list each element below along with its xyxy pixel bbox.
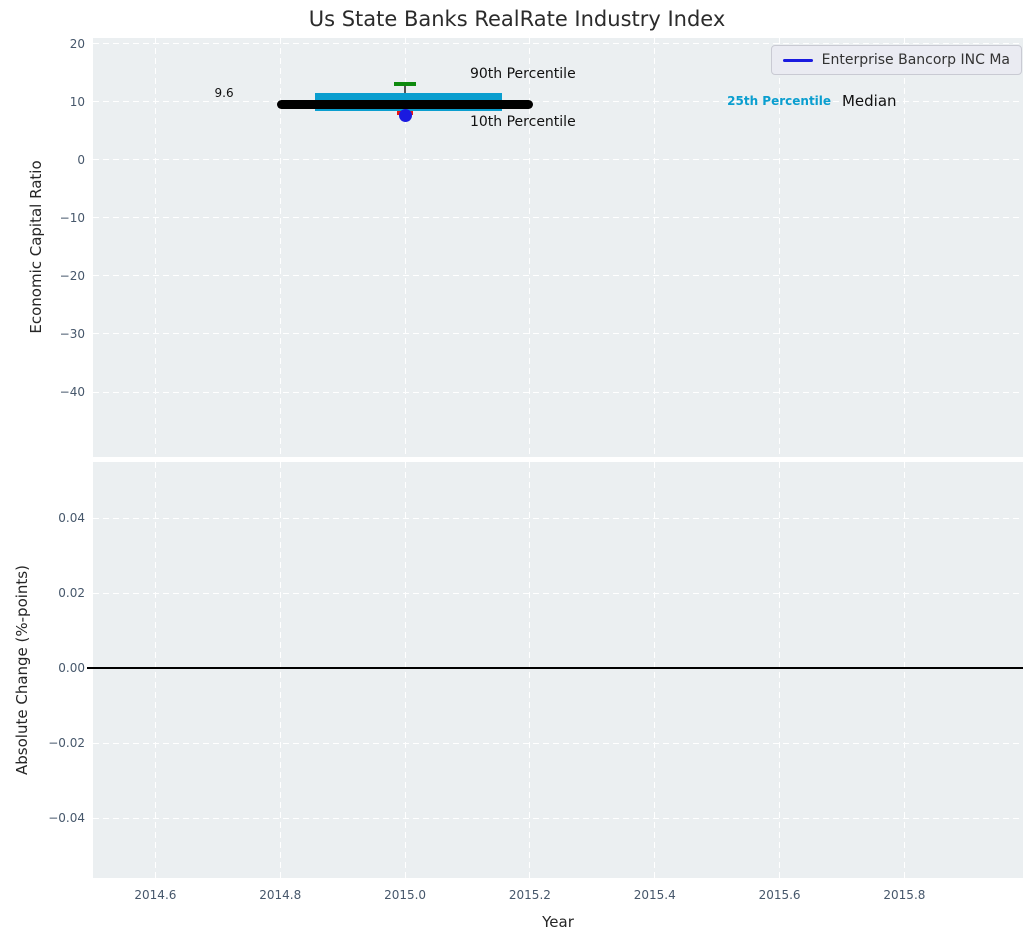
gridline-horizontal <box>93 333 1023 334</box>
legend-label: Enterprise Bancorp INC Ma <box>822 52 1010 68</box>
x-tick-label: 2014.8 <box>259 887 301 903</box>
gridline-horizontal <box>93 217 1023 218</box>
gridline-vertical <box>654 462 655 878</box>
gridline-horizontal <box>93 518 1023 519</box>
y-tick-label: 20 <box>0 36 85 52</box>
p90-cap <box>394 82 416 86</box>
gridline-horizontal <box>93 743 1023 744</box>
y-tick-label: −40 <box>0 384 85 400</box>
x-tick-label: 2015.0 <box>384 887 426 903</box>
gridline-vertical <box>155 462 156 878</box>
median-line <box>277 100 533 109</box>
annotation-10th-percentile: 10th Percentile <box>470 114 576 130</box>
gridline-horizontal <box>93 392 1023 393</box>
gridline-horizontal <box>93 275 1023 276</box>
annotation-25th-percentile: 25th Percentile <box>727 94 831 108</box>
x-axis-label-year: Year <box>542 913 574 931</box>
zero-line <box>87 667 1023 669</box>
x-tick-label: 2015.2 <box>509 887 551 903</box>
y-tick-label: 0.04 <box>0 510 85 526</box>
annotation-median: Median <box>842 92 897 110</box>
y-axis-label-economic-capital-ratio: Economic Capital Ratio <box>27 160 45 333</box>
legend[interactable]: Enterprise Bancorp INC Ma <box>771 45 1022 75</box>
x-tick-label: 2014.6 <box>134 887 176 903</box>
gridline-vertical <box>529 462 530 878</box>
gridline-horizontal <box>93 818 1023 819</box>
figure: 20100−10−20−30−400.040.020.00−0.02−0.042… <box>0 0 1034 942</box>
gridline-vertical <box>779 462 780 878</box>
annotation-90th-percentile: 90th Percentile <box>470 66 576 82</box>
gridline-vertical <box>405 462 406 878</box>
gridline-vertical <box>280 462 281 878</box>
y-tick-label: −0.04 <box>0 810 85 826</box>
y-tick-label: 10 <box>0 94 85 110</box>
gridline-vertical <box>904 462 905 878</box>
gridline-horizontal <box>93 593 1023 594</box>
company-point-marker <box>399 109 412 122</box>
x-tick-label: 2015.6 <box>759 887 801 903</box>
gridline-horizontal <box>93 159 1023 160</box>
x-tick-label: 2015.4 <box>634 887 676 903</box>
legend-line-sample-icon <box>783 59 813 62</box>
y-axis-label-absolute-change: Absolute Change (%-points) <box>13 565 31 775</box>
plot-area-bottom <box>93 462 1023 878</box>
chart-title: Us State Banks RealRate Industry Index <box>309 7 726 31</box>
annotation-9-6: 9.6 <box>215 86 234 100</box>
x-tick-label: 2015.8 <box>883 887 925 903</box>
